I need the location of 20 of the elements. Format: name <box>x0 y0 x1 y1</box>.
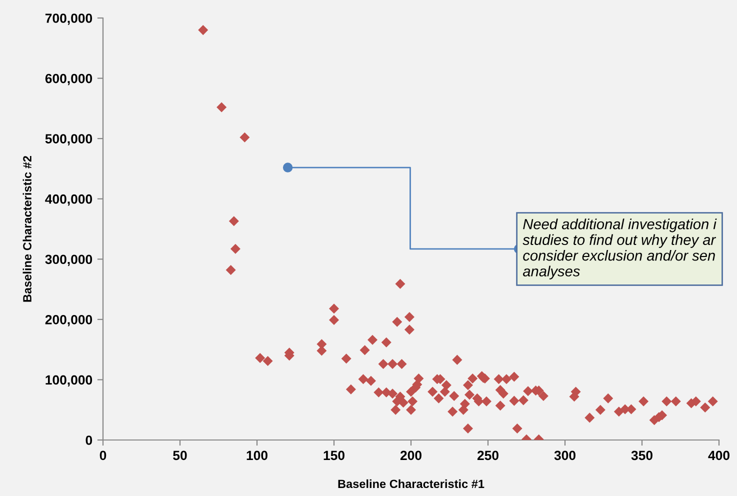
annotation: Need additional investigation i studies to find out why they ar consider exclusion and/or sen analyses <box>522 218 717 280</box>
x-tick-label: 350 <box>631 450 652 460</box>
y-tick-label: 300,000 <box>45 254 92 266</box>
y-tick-label: 0 <box>86 436 92 445</box>
x-tick-label: 250 <box>477 450 498 460</box>
x-tick-label: 100 <box>246 450 268 460</box>
x-tick-label: 200 <box>400 450 422 460</box>
y-tick-label: 100,000 <box>46 375 92 387</box>
y-axis-title: Baseline Characteristic #2 <box>22 156 32 302</box>
y-tick-label: 700,000 <box>45 14 92 25</box>
x-tick-label: 400 <box>708 450 730 460</box>
y-tick-label: 400,000 <box>45 194 92 206</box>
x-tick-label: 150 <box>324 450 344 460</box>
x-tick-label: 50 <box>173 450 187 460</box>
y-tick-label: 200,000 <box>45 314 92 326</box>
y-tick-label: 500,000 <box>45 134 92 146</box>
x-tick-label: 300 <box>554 450 576 460</box>
x-tick-label: 0 <box>100 450 106 460</box>
y-tick-label: 600,000 <box>45 74 92 86</box>
x-axis-title: Baseline Characteristic #1 <box>338 479 484 488</box>
